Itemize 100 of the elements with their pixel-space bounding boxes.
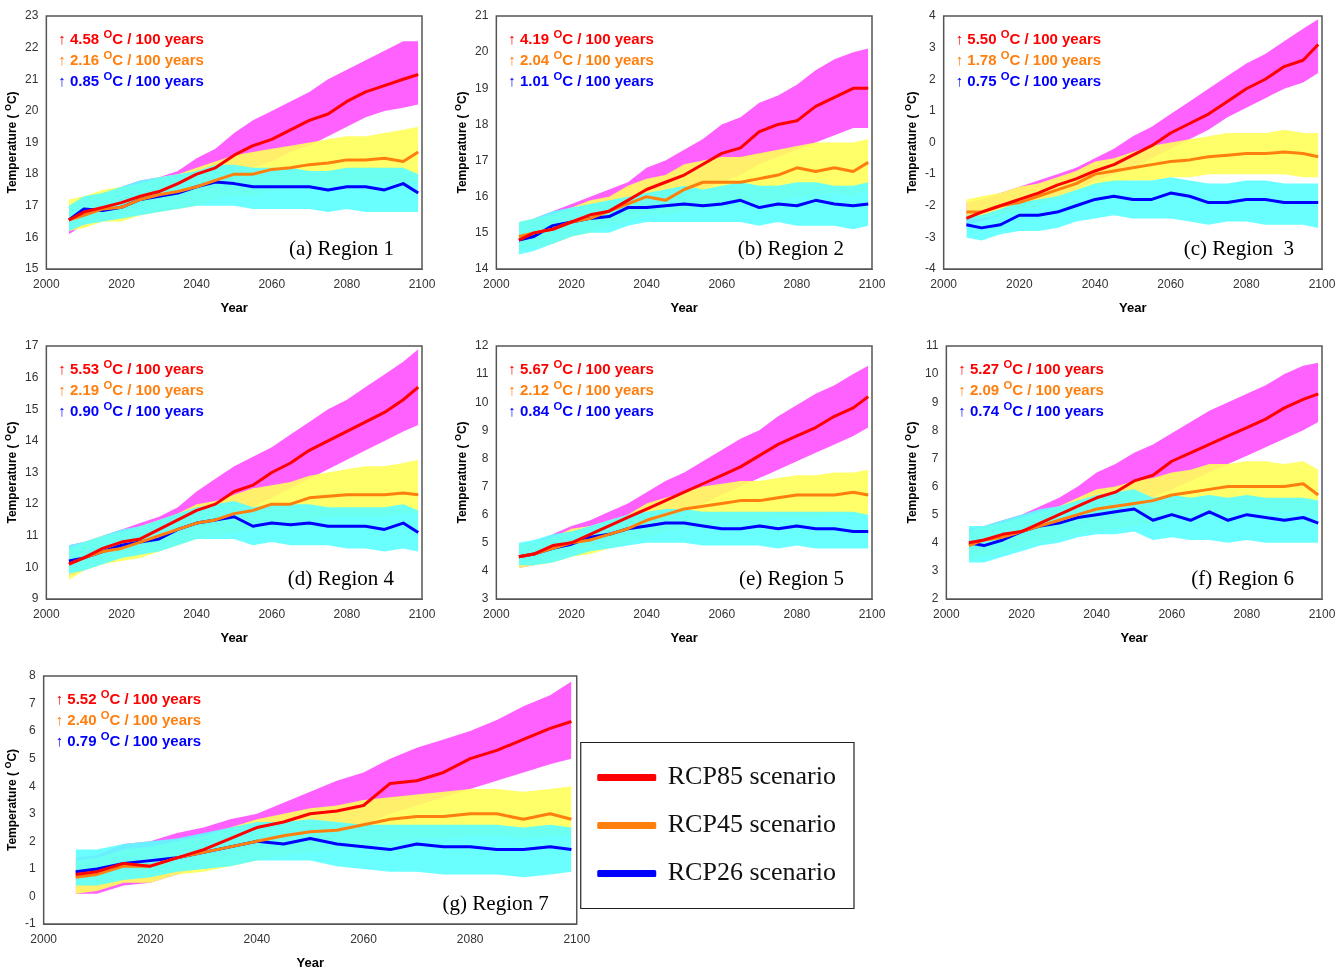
x-tick-label: 2080	[333, 276, 361, 291]
y-tick-label: 1	[28, 861, 36, 876]
x-axis-title: Year	[670, 299, 698, 315]
x-tick-label: 2080	[456, 931, 484, 946]
y-tick-label: 11	[475, 366, 489, 381]
x-tick-label: 2060	[708, 606, 736, 621]
y-tick-label: 4	[928, 8, 936, 23]
text: (a) Region 1	[289, 236, 395, 260]
y-tick-label: 20	[24, 103, 39, 118]
x-axis-title: Year	[1120, 629, 1148, 645]
y-tick-label: 17	[24, 198, 39, 213]
y-tick-label: 0	[928, 134, 936, 149]
y-tick-label: 6	[931, 478, 939, 493]
x-tick-label: 2080	[783, 606, 811, 621]
x-axis-title: Year	[296, 954, 324, 970]
y-tick-label: 4	[28, 778, 36, 793]
x-tick-label: 2040	[1083, 606, 1111, 621]
text: (e) Region 5	[739, 566, 845, 590]
y-tick-label: -1	[925, 166, 936, 181]
legend-label: RCP45 scenario	[667, 809, 836, 839]
y-tick-label: 5	[28, 750, 36, 765]
y-tick-label: 5	[931, 506, 939, 521]
x-axis-title: Year	[1119, 299, 1147, 315]
y-tick-label: 18	[24, 166, 39, 181]
x-tick-label: 2100	[1308, 606, 1336, 621]
x-tick-label: 2020	[108, 276, 136, 291]
y-tick-label: 17	[24, 338, 39, 353]
y-tick-label: 14	[24, 433, 39, 448]
x-tick-label: 2020	[108, 606, 136, 621]
x-axis-title: Year	[670, 629, 698, 645]
x-tick-label: 2060	[1157, 276, 1185, 291]
x-tick-label: 2100	[563, 931, 591, 946]
y-tick-label: 3	[28, 806, 36, 821]
y-tick-label: 7	[931, 450, 939, 465]
y-tick-label: 2	[931, 591, 939, 606]
y-tick-label: 8	[931, 422, 939, 437]
y-tick-label: 5	[481, 535, 489, 550]
x-tick-label: 2000	[483, 606, 511, 621]
x-tick-label: 2040	[633, 276, 661, 291]
x-tick-label: 2080	[1233, 606, 1261, 621]
y-tick-label: 15	[474, 225, 489, 240]
x-axis-title: Year	[220, 629, 248, 645]
x-tick-label: 2000	[933, 606, 961, 621]
x-tick-label: 2100	[1308, 276, 1336, 291]
y-tick-label: 3	[928, 39, 936, 54]
y-tick-label: 19	[474, 80, 489, 95]
y-tick-label: 10	[24, 559, 39, 574]
y-tick-label: 4	[481, 563, 489, 578]
y-tick-label: 17	[474, 152, 489, 167]
y-tick-label: 9	[31, 591, 39, 606]
y-tick-label: 16	[24, 369, 39, 384]
y-tick-label: 15	[24, 261, 39, 276]
x-tick-label: 2020	[558, 606, 586, 621]
y-tick-label: 2	[28, 833, 36, 848]
y-tick-label: 7	[481, 478, 489, 493]
text: (b) Region 2	[737, 236, 845, 260]
x-tick-label: 2000	[930, 276, 958, 291]
y-tick-label: 16	[474, 189, 489, 204]
y-tick-label: 19	[24, 134, 39, 149]
y-tick-label: 20	[474, 44, 489, 59]
x-tick-label: 2020	[1008, 606, 1036, 621]
y-tick-label: 11	[25, 528, 39, 543]
x-tick-label: 2060	[1158, 606, 1186, 621]
x-tick-label: 2040	[633, 606, 661, 621]
x-tick-label: 2040	[1081, 276, 1109, 291]
y-tick-label: 10	[924, 366, 939, 381]
y-tick-label: 6	[28, 723, 36, 738]
x-tick-label: 2000	[33, 276, 61, 291]
y-tick-label: 15	[24, 401, 39, 416]
y-tick-label: 22	[24, 39, 39, 54]
x-tick-label: 2060	[350, 931, 378, 946]
y-tick-label: 9	[931, 394, 939, 409]
x-tick-label: 2040	[243, 931, 271, 946]
x-axis-title: Year	[220, 299, 248, 315]
x-tick-label: 2020	[1005, 276, 1034, 291]
text: (f) Region 6	[1191, 566, 1295, 590]
y-tick-label: 9	[481, 422, 489, 437]
y-axis-title: Temperature ( OC)	[3, 748, 19, 852]
y-tick-label: 7	[28, 695, 36, 710]
x-tick-label: 2020	[136, 931, 164, 946]
x-tick-label: 2000	[30, 931, 58, 946]
text: (c) Region 3	[1183, 236, 1295, 260]
y-tick-label: 23	[24, 8, 39, 23]
x-tick-label: 2100	[858, 276, 886, 291]
y-tick-label: 13	[24, 464, 39, 479]
y-tick-label: 6	[481, 506, 489, 521]
x-tick-label: 2080	[783, 276, 811, 291]
y-tick-label: 12	[24, 496, 39, 511]
y-tick-label: -2	[925, 198, 936, 213]
legend-label: RCP26 scenario	[667, 857, 836, 887]
y-tick-label: 10	[474, 394, 489, 409]
y-tick-label: 3	[931, 563, 939, 578]
x-tick-label: 2060	[708, 276, 736, 291]
y-tick-label: 4	[931, 535, 939, 550]
x-tick-label: 2040	[183, 276, 211, 291]
x-tick-label: 2040	[183, 606, 211, 621]
y-tick-label: -4	[925, 261, 936, 276]
y-tick-label: 14	[474, 261, 489, 276]
y-tick-label: -1	[25, 916, 36, 931]
y-tick-label: 2	[928, 71, 936, 86]
